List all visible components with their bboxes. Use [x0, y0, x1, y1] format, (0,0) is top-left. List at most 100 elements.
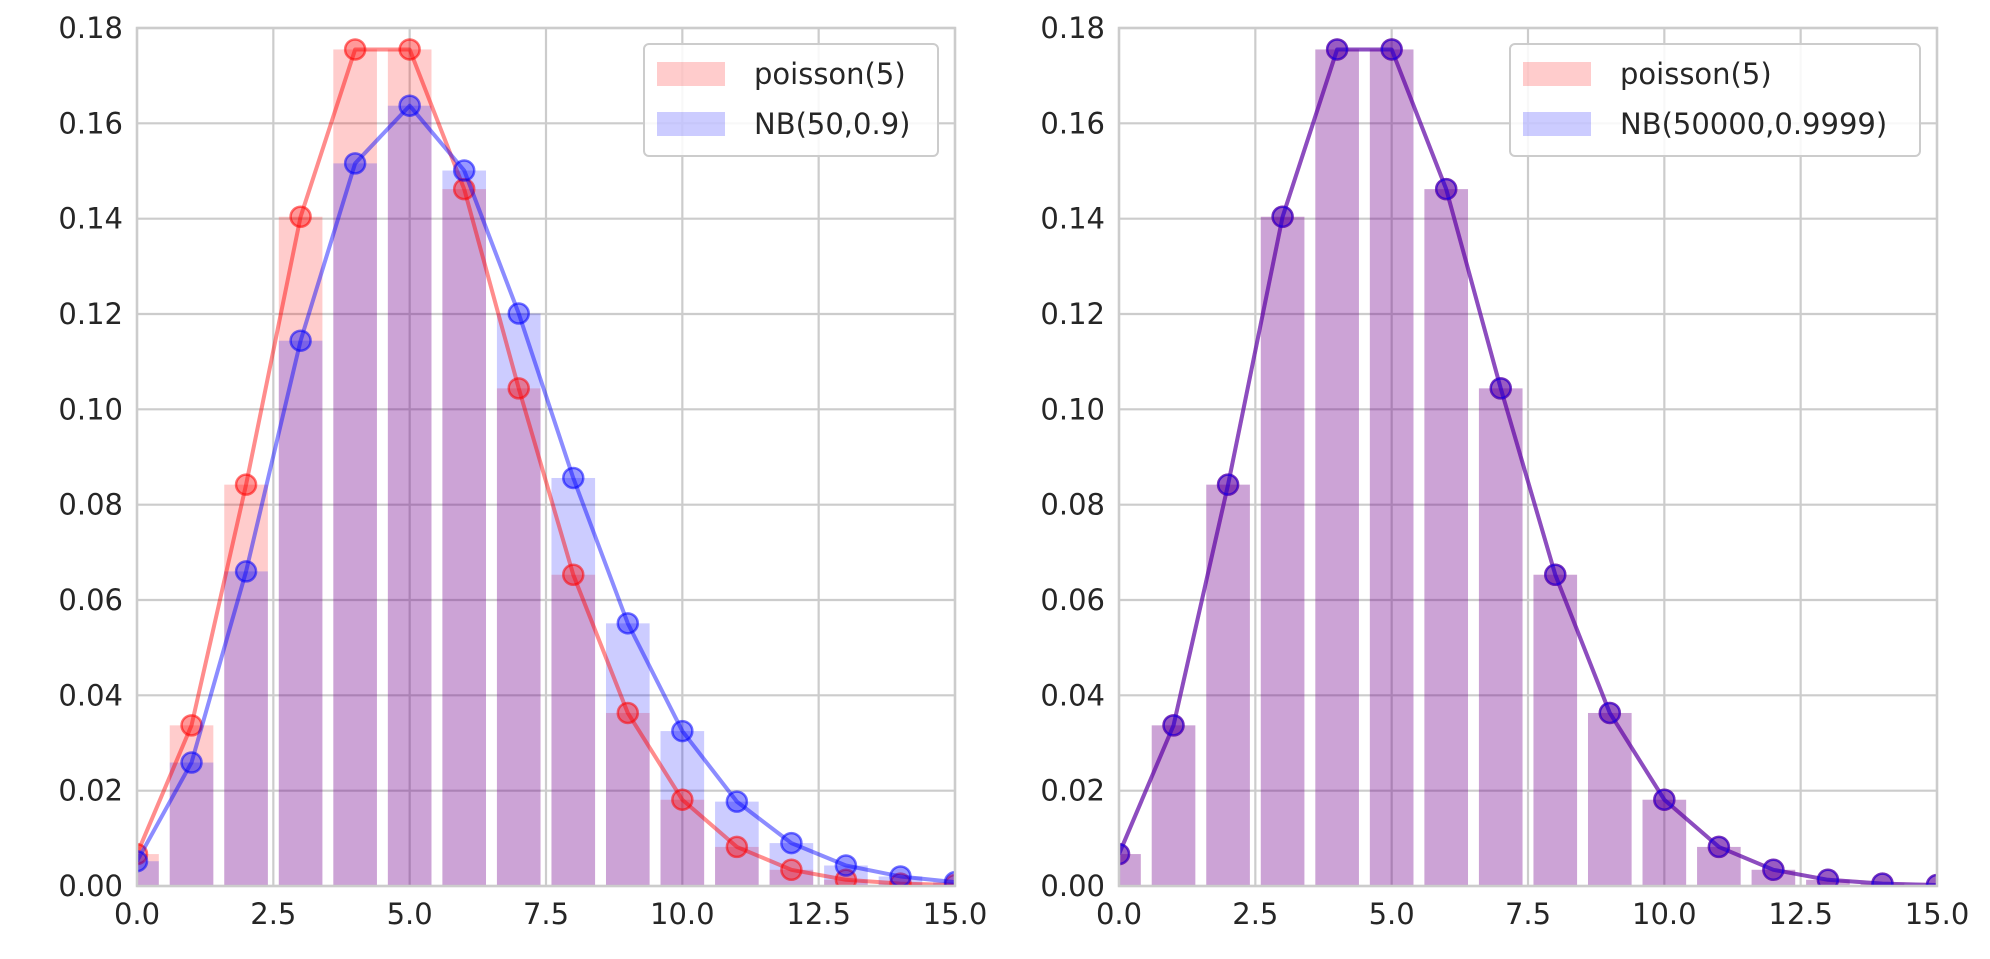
bar-series2 [715, 801, 759, 886]
bar-series2 [1151, 725, 1196, 886]
bar-series2 [442, 170, 487, 886]
data-point [234, 473, 258, 496]
y-tick-label: 0.08 [58, 488, 123, 522]
legend-label: NB(50000,0.9999) [1620, 107, 1887, 141]
data-point [616, 701, 640, 725]
data-point [1871, 872, 1894, 886]
bar-series2 [278, 340, 323, 886]
y-tick-label: 0.18 [58, 11, 123, 45]
data-point [943, 870, 955, 886]
y-tick-label: 0.02 [58, 774, 123, 808]
bar-series1 [769, 869, 814, 886]
x-tick-label: 10.0 [1632, 897, 1697, 931]
data-point [780, 831, 803, 855]
legend-swatch [657, 62, 725, 86]
bar-series1 [224, 484, 268, 886]
bar-series2 [1533, 574, 1578, 886]
bar-series1 [333, 49, 377, 886]
bar-series2 [1424, 189, 1469, 886]
bar-series1 [1424, 189, 1469, 886]
x-tick-label: 10.0 [650, 897, 715, 931]
data-point [834, 854, 858, 877]
data-point [780, 858, 803, 882]
y-tick-label: 0.08 [1040, 488, 1105, 522]
bar-series1 [1369, 49, 1414, 886]
data-point [1380, 38, 1403, 61]
bar-series2 [137, 861, 159, 886]
bar-series2 [1315, 49, 1359, 886]
bar-series1 [660, 799, 705, 886]
bar-series1 [1315, 49, 1359, 886]
axes-frame [1117, 26, 1939, 888]
data-point [1653, 788, 1676, 811]
y-tick-label: 0.04 [1040, 678, 1105, 712]
x-tick-label: 15.0 [923, 897, 988, 931]
series-line [1119, 47, 1937, 886]
y-tick-label: 0.16 [58, 106, 123, 140]
bar-series2 [496, 313, 541, 886]
bar-series1 [1151, 725, 1196, 886]
data-point [398, 38, 421, 61]
bar-series2 [1806, 879, 1850, 886]
bar-series2 [605, 623, 650, 886]
legend-box [1509, 43, 1921, 157]
data-point [507, 377, 530, 400]
data-point [671, 719, 694, 743]
x-tick-label: 12.5 [786, 897, 851, 931]
x-tick-label: 5.0 [1369, 897, 1415, 931]
data-point [1762, 858, 1785, 882]
data-point [725, 790, 749, 813]
bar-series1 [1697, 846, 1741, 886]
y-tick-label: 0.12 [1040, 297, 1105, 331]
y-tick-label: 0.04 [58, 678, 123, 712]
y-tick-label: 0.00 [58, 869, 123, 903]
series-line [137, 47, 955, 886]
data-point [180, 751, 203, 774]
x-tick-label: 0.0 [114, 897, 160, 931]
y-tick-label: 0.10 [1040, 392, 1105, 426]
x-tick-label: 12.5 [1768, 897, 1833, 931]
y-tick-label: 0.14 [1040, 202, 1105, 236]
data-point [1162, 714, 1185, 737]
legend: poisson(5) NB(50000,0.9999) [1509, 43, 1921, 157]
bar-series1 [1478, 388, 1523, 886]
data-point [289, 329, 312, 352]
data-point [507, 302, 530, 325]
data-point [452, 177, 476, 201]
x-tick-label: 15.0 [1905, 897, 1970, 931]
chart-panel-1: 0.0 2.5 5.0 7.5 10.0 12.5 15.0 0.00 0.02 0.04 0.06… [58, 11, 987, 931]
x-tick-label: 5.0 [387, 897, 433, 931]
series-lines [1119, 38, 1937, 886]
bar-series2 [224, 571, 268, 886]
axes-frame [135, 26, 957, 888]
bar-series1 [387, 49, 432, 886]
y-tick-label: 0.06 [58, 583, 123, 617]
x-tick-label: 2.5 [250, 897, 296, 931]
bar-series2 [551, 477, 596, 886]
bar-series1 [1587, 712, 1632, 886]
legend-box [643, 43, 939, 157]
bar-series1 [496, 388, 541, 886]
x-tick-label: 7.5 [1505, 897, 1551, 931]
bars [1119, 49, 1937, 886]
bar-series1 [1642, 799, 1687, 886]
data-point [1325, 38, 1349, 61]
bar-series2 [333, 163, 377, 886]
bar-series1 [1206, 484, 1250, 886]
bar-series2 [1206, 484, 1250, 886]
data-point [343, 152, 367, 175]
bar-series2 [1369, 49, 1414, 886]
series-lines [137, 38, 955, 886]
bar-series2 [169, 762, 214, 886]
bar-series1 [278, 216, 323, 886]
legend: poisson(5) NB(50,0.9) [643, 43, 939, 157]
data-point [234, 560, 258, 583]
bar-series2 [1642, 799, 1687, 886]
x-tick-label: 0.0 [1096, 897, 1142, 931]
bar-series2 [1260, 216, 1305, 886]
data-point [1216, 473, 1240, 496]
bar-series2 [1587, 712, 1632, 886]
series-line [137, 103, 955, 885]
y-tick-label: 0.00 [1040, 869, 1105, 903]
